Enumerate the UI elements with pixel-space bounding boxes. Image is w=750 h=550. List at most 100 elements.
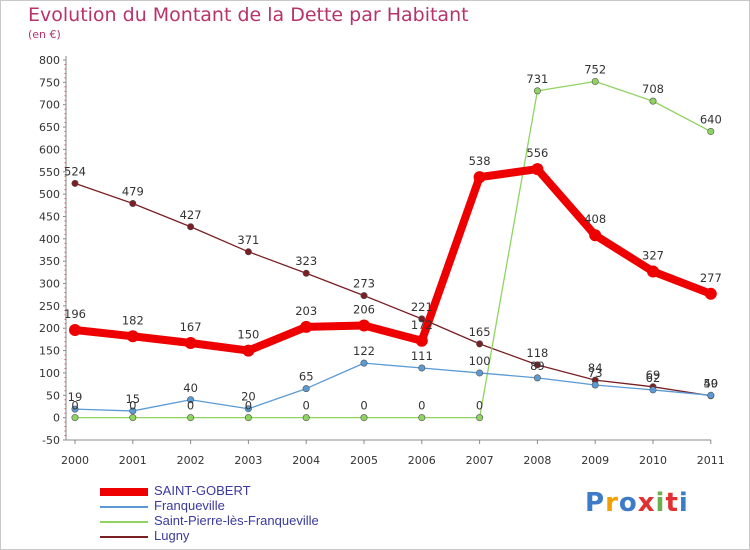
y-tick-label: 600 [39, 143, 60, 156]
y-tick-label: 300 [39, 278, 60, 291]
data-label: 731 [526, 72, 548, 86]
data-label: 206 [353, 303, 375, 317]
logo-letter: i [678, 488, 689, 518]
data-label: 111 [411, 349, 433, 363]
y-tick-label: 250 [39, 300, 60, 313]
y-tick-label: 350 [39, 255, 60, 268]
data-label: 172 [411, 318, 433, 332]
data-point [533, 374, 541, 382]
data-point [300, 320, 313, 333]
logo-letter: P [585, 488, 606, 518]
legend-label: Lugny [154, 528, 190, 543]
logo-letter: r [605, 488, 619, 518]
data-label: 196 [64, 307, 86, 321]
data-point [358, 319, 370, 332]
data-point [418, 414, 426, 422]
data-label: 538 [469, 154, 491, 168]
data-point [591, 381, 599, 389]
data-label: 640 [700, 113, 722, 127]
data-point [647, 265, 659, 278]
data-point [184, 336, 197, 349]
data-label: 327 [642, 248, 664, 262]
data-point [244, 414, 252, 422]
x-tick-label: 2004 [292, 454, 320, 467]
data-label: 65 [299, 370, 314, 384]
y-tick-label: 200 [39, 322, 60, 335]
data-label: 182 [122, 313, 144, 327]
data-point [473, 171, 486, 184]
data-label: 0 [476, 399, 483, 413]
chart-title: Evolution du Montant de la Dette par Hab… [28, 4, 469, 26]
data-label: 556 [526, 146, 548, 160]
y-tick-label: 650 [39, 121, 60, 134]
data-point [129, 414, 137, 422]
data-point [187, 223, 195, 231]
data-label: 122 [353, 344, 375, 358]
data-point [415, 334, 428, 347]
data-label: 50 [703, 376, 718, 390]
data-label: 0 [71, 399, 78, 413]
data-point [418, 364, 426, 372]
data-label: 20 [241, 390, 256, 404]
data-point [476, 414, 484, 422]
data-point [589, 229, 602, 242]
data-point [71, 414, 79, 422]
proxiti-logo: Proxiti [585, 488, 689, 518]
unit-label: (en €) [28, 28, 61, 41]
y-tick-label: 0 [53, 412, 60, 425]
data-label: 89 [530, 359, 545, 373]
data-label: 150 [237, 328, 259, 342]
x-tick-label: 2011 [697, 454, 725, 467]
series-line-lugny [74, 182, 712, 397]
data-point [360, 359, 368, 367]
y-tick-label: 400 [39, 233, 60, 246]
data-label: 0 [129, 399, 136, 413]
data-point [707, 391, 715, 399]
logo-letter: i [655, 488, 666, 518]
data-point [126, 330, 139, 343]
data-label: 323 [295, 254, 317, 268]
y-tick-label: 500 [39, 188, 60, 201]
data-label: 19 [68, 390, 83, 404]
data-point [69, 324, 81, 337]
data-label: 165 [469, 325, 491, 339]
data-label: 427 [180, 208, 202, 222]
data-point [71, 405, 79, 413]
x-tick-label: 2003 [234, 454, 262, 467]
legend-label: Saint-Pierre-lès-Franqueville [154, 513, 319, 528]
x-tick-label: 2007 [466, 454, 494, 467]
data-point [360, 292, 368, 300]
legend-swatch [100, 488, 148, 496]
data-label: 84 [588, 361, 603, 375]
logo-letter: x [637, 488, 656, 518]
data-label: 203 [295, 304, 317, 318]
data-label: 0 [303, 399, 310, 413]
data-label: 49 [703, 377, 718, 391]
data-point [302, 269, 310, 277]
x-tick-label: 2001 [119, 454, 147, 467]
legend-label: Franqueville [154, 498, 225, 513]
data-label: 15 [125, 392, 140, 406]
data-point [591, 77, 599, 85]
data-point [418, 315, 426, 323]
x-tick-label: 2005 [350, 454, 378, 467]
data-point [476, 340, 484, 348]
data-label: 0 [187, 399, 194, 413]
y-tick-label: 700 [39, 99, 60, 112]
legend-swatch [100, 521, 148, 523]
data-label: 273 [353, 277, 375, 291]
data-point [244, 248, 252, 256]
series-line-saint-gobert [71, 165, 715, 355]
y-tick-label: 100 [39, 367, 60, 380]
data-point [533, 87, 541, 95]
x-tick-label: 2009 [581, 454, 609, 467]
data-point [242, 344, 255, 357]
data-point [187, 396, 195, 404]
data-label: 73 [588, 366, 603, 380]
data-point [302, 385, 310, 393]
y-tick-label: 450 [39, 210, 60, 223]
data-point [244, 405, 252, 413]
data-point [302, 414, 310, 422]
data-point [187, 414, 195, 422]
